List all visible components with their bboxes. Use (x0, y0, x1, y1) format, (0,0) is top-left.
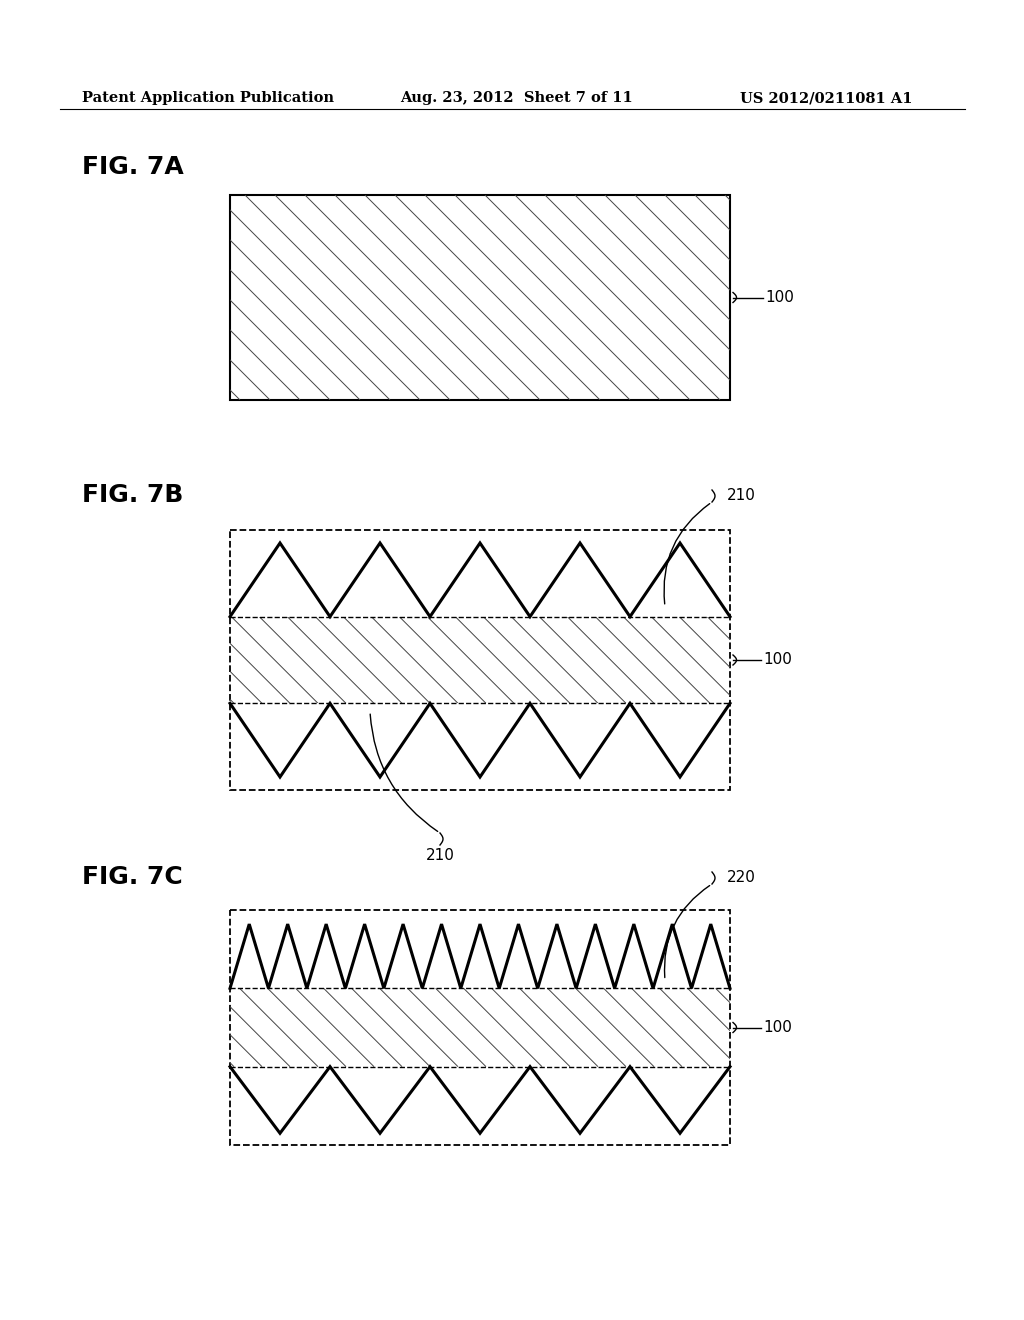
Bar (230, 531, 730, 789)
Text: 100: 100 (763, 652, 792, 668)
Text: FIG. 7A: FIG. 7A (82, 154, 183, 180)
Bar (230, 195, 730, 400)
Text: FIG. 7C: FIG. 7C (82, 865, 182, 888)
Text: FIG. 7B: FIG. 7B (82, 483, 183, 507)
Text: US 2012/0211081 A1: US 2012/0211081 A1 (740, 91, 912, 106)
Text: Aug. 23, 2012  Sheet 7 of 11: Aug. 23, 2012 Sheet 7 of 11 (400, 91, 633, 106)
Text: 100: 100 (765, 290, 794, 305)
Text: 210: 210 (426, 847, 455, 863)
Text: Patent Application Publication: Patent Application Publication (82, 91, 334, 106)
Text: 210: 210 (727, 488, 756, 503)
Text: 100: 100 (763, 1020, 792, 1035)
Text: 220: 220 (727, 870, 756, 884)
Bar (230, 909, 730, 1144)
